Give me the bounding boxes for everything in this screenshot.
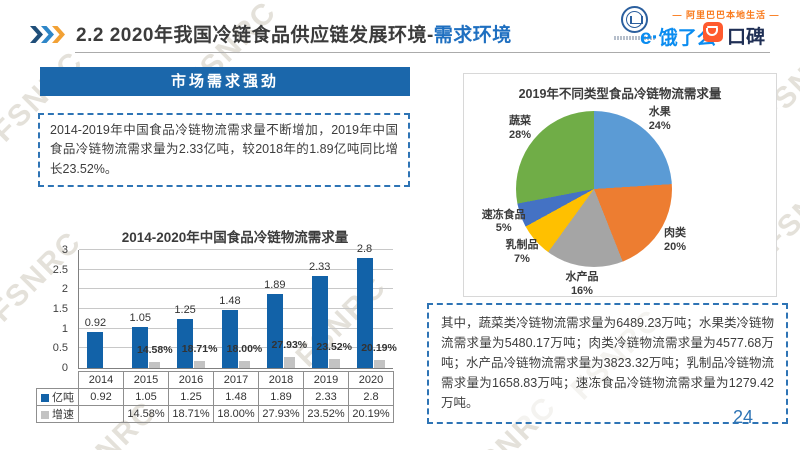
gridline — [79, 308, 393, 309]
bar-2015 — [132, 326, 149, 368]
page-title: 2.2 2020年我国冷链食品供应链发展环境-需求环境 — [76, 20, 512, 47]
growth-bar-2015 — [149, 362, 161, 368]
pie-slice-label-速冻食品: 速冻食品 5% — [481, 208, 526, 235]
growth-bar-2017 — [238, 360, 250, 368]
growth-rate-label: 14.58% — [136, 344, 173, 357]
intro-textbox: 2014-2019年中国食品冷链物流需求量不断增加，2019年中国食品冷链物流需… — [38, 113, 410, 187]
table-value-cell: 2.33 — [303, 388, 349, 406]
table-year-cell: 2014 — [78, 371, 124, 389]
chevron-icon — [30, 26, 43, 43]
pie-slice-label-水产品: 水产品 16% — [565, 271, 599, 297]
bar-2016 — [177, 318, 194, 368]
growth-bar-2019 — [328, 358, 340, 368]
table-value-cell: 18.00% — [213, 405, 259, 423]
page-title-main: 2.2 2020年我国冷链食品供应链发展环境- — [76, 25, 434, 46]
page-title-accent: 需求环境 — [433, 25, 512, 46]
pie-slice-label-乳制品: 乳制品 7% — [505, 239, 539, 266]
bar-value-label: 1.48 — [219, 294, 241, 307]
table-value-cell: 1.89 — [258, 388, 304, 406]
bar-value-label: 1.89 — [264, 278, 286, 291]
table-year-cell: 2018 — [258, 371, 304, 389]
bar-2019 — [311, 276, 328, 368]
bar-chart-plot-area: 0.92 1.05 14.58% 1.25 18.71% 1.48 18.00% 1.89 27… — [78, 243, 397, 369]
header-divider — [75, 52, 770, 53]
summary-textbox: 其中，蔬菜类冷链物流需求量为6489.23万吨；水果类冷链物流需求量为5480.… — [427, 303, 788, 424]
bar-2017 — [221, 309, 238, 368]
section-banner: 市场需求强劲 — [40, 67, 410, 96]
table-year-cell: 2020 — [348, 371, 394, 389]
bar-value-label: 0.92 — [84, 316, 107, 329]
association-logo-caption — [614, 36, 656, 40]
y-tick-label: 1 — [61, 322, 68, 335]
alibaba-local-life-tagline: — 阿里巴巴本地生活 — — [672, 10, 780, 20]
table-legend-cell: 亿吨 — [36, 388, 79, 406]
table-value-cell: 23.52% — [303, 405, 349, 423]
page-number: 24 — [733, 407, 754, 427]
table-value-cell: 0.92 — [78, 388, 124, 406]
gridline — [79, 268, 393, 270]
table-value-cell — [78, 405, 124, 423]
table-value-cell: 14.58% — [123, 405, 169, 423]
table-value-cell: 1.25 — [168, 388, 214, 406]
growth-rate-label: 27.93% — [271, 339, 308, 352]
pie-slice-label-水果: 水果 24% — [648, 106, 671, 132]
table-value-cell: 20.19% — [348, 405, 394, 423]
bar-chart-title: 2014-2020年中国食品冷链物流需求量 — [121, 230, 349, 245]
growth-bar-2016 — [194, 360, 206, 368]
pie-chart-panel: 2019年不同类型食品冷链物流需求量 水果 24% 肉类 20% 水产品 16% 乳制品 7%… — [463, 73, 777, 297]
bar-value-label: 2.33 — [308, 261, 331, 274]
y-tick-label: 2 — [61, 283, 68, 296]
table-value-cell: 2.8 — [348, 388, 394, 406]
bar-value-label: 1.05 — [129, 311, 151, 324]
bar-data-table: 2014 2015 2016 2017 2018 2019 2020 亿吨 0.92 1.05 1.… — [36, 371, 394, 423]
bar-2018 — [266, 293, 283, 368]
pie-slice-label-蔬菜: 蔬菜 28% — [509, 114, 532, 141]
growth-rate-label: 18.00% — [226, 342, 263, 355]
bar-value-label: 1.25 — [174, 303, 196, 316]
growth-rate-label: 20.19% — [361, 342, 397, 355]
koubei-logo-text: 口碑 — [727, 27, 766, 48]
eleme-e-icon: e· — [640, 26, 659, 49]
bar-chart-y-axis: 0 0.5 1 1.5 2 2.5 3 — [36, 244, 74, 374]
y-tick-label: 3 — [61, 244, 68, 256]
eleme-logo-text: 饿了么 — [658, 28, 716, 49]
growth-bar-2018 — [283, 357, 295, 368]
growth-rate-label: 18.71% — [181, 342, 218, 355]
table-year-cell: 2015 — [123, 371, 169, 389]
table-year-cell: 2019 — [303, 371, 349, 389]
legend-swatch-icon — [41, 411, 49, 420]
table-corner-cell — [36, 371, 79, 389]
bar-2014 — [87, 331, 104, 368]
y-tick-label: 0 — [61, 362, 68, 374]
table-value-cell: 1.48 — [213, 388, 259, 406]
bar-2020 — [356, 257, 373, 368]
y-tick-label: 1.5 — [52, 303, 68, 315]
koubei-smile-icon — [703, 22, 723, 42]
y-tick-label: 0.5 — [52, 342, 68, 355]
bar-value-label: 2.8 — [356, 242, 373, 255]
table-year-cell: 2016 — [168, 371, 214, 389]
table-value-cell: 27.93% — [258, 405, 304, 423]
table-legend-cell: 增速 — [36, 405, 79, 423]
association-logo-icon — [621, 6, 648, 33]
gridline — [79, 288, 393, 290]
pie-chart — [516, 111, 672, 267]
pie-slice-label-肉类: 肉类 20% — [664, 227, 687, 254]
pie-chart-title: 2019年不同类型食品冷链物流需求量 — [518, 87, 722, 101]
growth-rate-label: 23.52% — [316, 340, 352, 353]
y-tick-label: 2.5 — [52, 263, 68, 276]
growth-bar-2020 — [373, 360, 385, 368]
table-value-cell: 1.05 — [123, 388, 169, 406]
bar-chart: 2014-2020年中国食品冷链物流需求量 0 0.5 1 1.5 2 2.5 3 0.92… — [36, 222, 397, 434]
legend-swatch-icon — [41, 394, 49, 403]
gridline — [79, 249, 393, 250]
eleme-logo: e·饿了么 — [640, 23, 716, 50]
table-year-cell: 2017 — [213, 371, 259, 389]
table-value-cell: 18.71% — [168, 405, 214, 423]
